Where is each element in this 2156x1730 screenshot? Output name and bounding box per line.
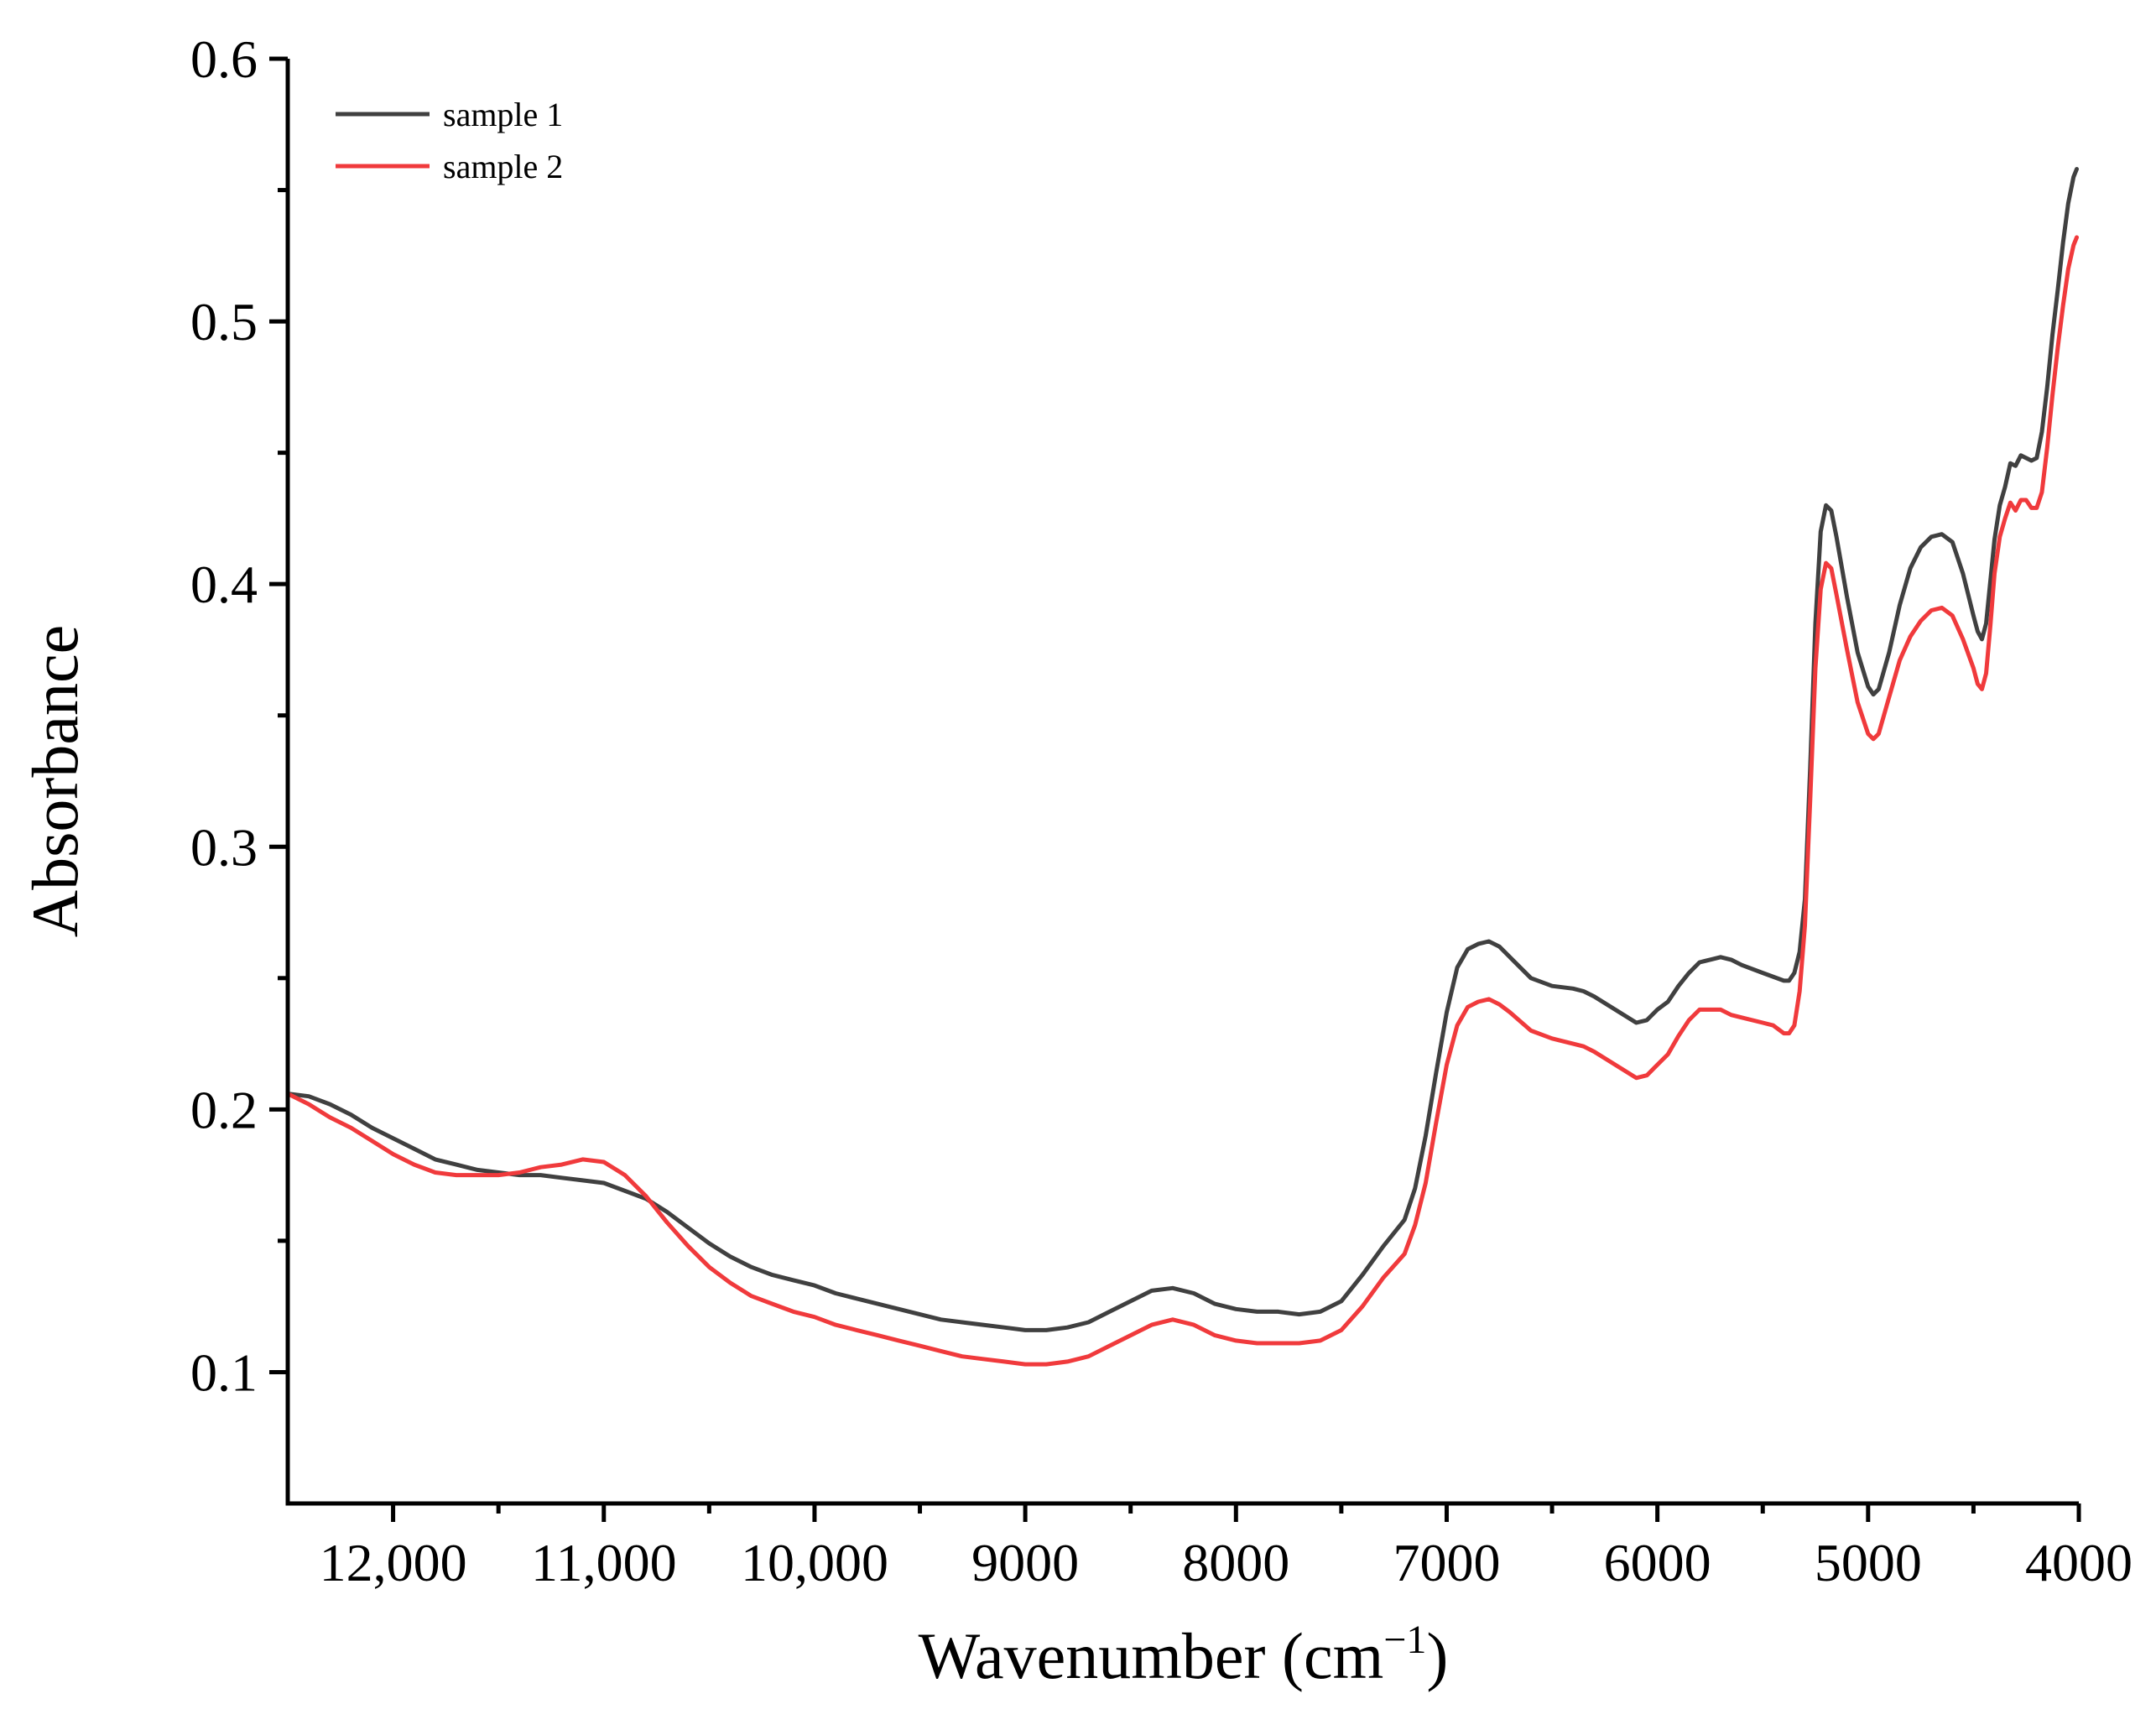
y-tick-label: 0.2: [190, 1080, 258, 1139]
x-tick-label: 5000: [1815, 1533, 1922, 1592]
plot-area: 0.1 0.2 0.3 0.4 0.5 0.6 12,000 11,000 10,000 900…: [190, 29, 2133, 1592]
x-axis-ticks: 12,000 11,000 10,000 9000 8000 7000 6000 5000 40…: [320, 1503, 2133, 1592]
x-tick-label: 10,000: [741, 1533, 888, 1592]
x-tick-label: 11,000: [531, 1533, 677, 1592]
series-layer: [285, 167, 2079, 1367]
x-tick-label: 12,000: [320, 1533, 467, 1592]
legend-label-sample-1: sample 1: [443, 96, 563, 133]
x-tick-label: 8000: [1182, 1533, 1289, 1592]
series-line-sample-2: [285, 235, 2079, 1367]
x-tick-label: 4000: [2025, 1533, 2133, 1592]
x-axis-title: Wavenumber (cm−1): [919, 1618, 1449, 1692]
y-tick-label: 0.4: [190, 555, 258, 614]
x-axis-title-superscript: −1: [1383, 1618, 1426, 1662]
x-axis-title-main: Wavenumber (cm: [919, 1619, 1384, 1692]
y-tick-label: 0.1: [190, 1342, 258, 1402]
y-tick-label: 0.3: [190, 817, 258, 877]
legend: sample 1 sample 2: [336, 96, 563, 185]
y-tick-label: 0.6: [190, 29, 258, 89]
x-tick-label: 7000: [1393, 1533, 1500, 1592]
legend-label-sample-2: sample 2: [443, 148, 563, 185]
y-axis-ticks: 0.1 0.2 0.3 0.4 0.5 0.6: [190, 29, 288, 1402]
y-axis-title: Absorbance: [18, 625, 91, 938]
series-line-sample-1: [285, 167, 2079, 1332]
y-tick-label: 0.5: [190, 292, 258, 352]
x-tick-label: 9000: [971, 1533, 1079, 1592]
x-axis-title-close: ): [1426, 1619, 1448, 1692]
x-tick-label: 6000: [1604, 1533, 1711, 1592]
